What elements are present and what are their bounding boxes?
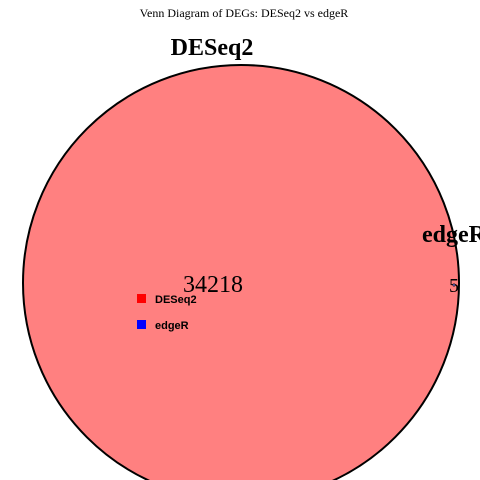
- legend-swatch-deseq2: [137, 294, 146, 303]
- legend-label-edger: edgeR: [155, 320, 189, 332]
- chart-title: Venn Diagram of DEGs: DESeq2 vs edgeR: [140, 6, 349, 20]
- count-deseq2-only: 34218: [183, 272, 243, 298]
- legend: DESeq2 edgeR: [137, 294, 197, 332]
- legend-swatch-edger: [137, 320, 146, 329]
- edger-circle: [452, 283, 456, 287]
- set-label-edger: edgeR: [422, 222, 480, 248]
- legend-label-deseq2: DESeq2: [155, 294, 197, 306]
- deseq2-circle: [22, 64, 460, 480]
- set-label-deseq2: DESeq2: [171, 35, 254, 61]
